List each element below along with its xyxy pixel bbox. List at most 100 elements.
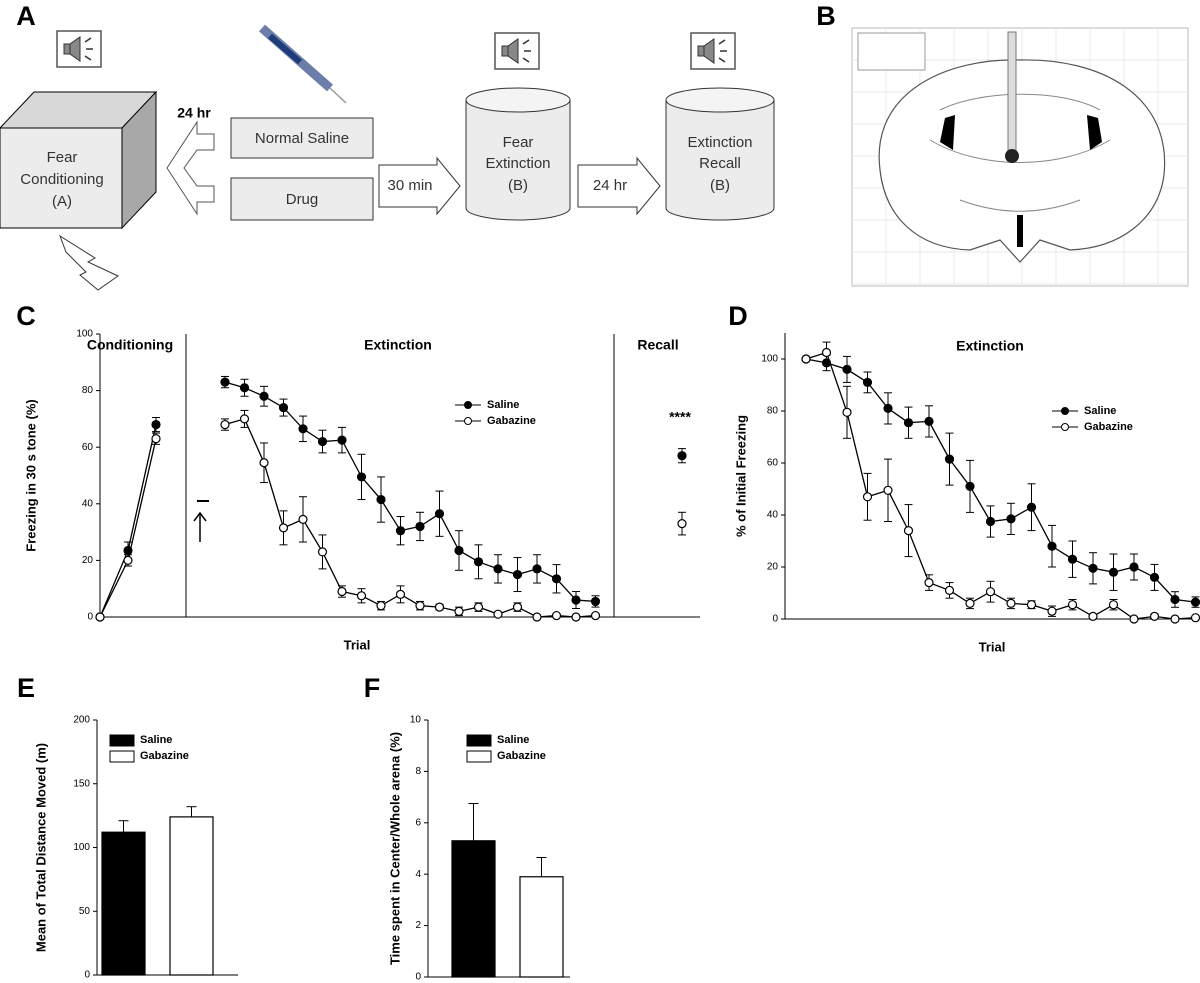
- y-tick-label: 2: [415, 920, 421, 931]
- data-point: [821, 358, 832, 368]
- y-tick-label: 80: [767, 406, 779, 417]
- panel-label: F: [364, 673, 381, 703]
- y-tick-label: 6: [415, 817, 421, 828]
- box-text: Normal Saline: [255, 130, 349, 147]
- box-text: Extinction: [687, 134, 752, 151]
- data-point: [1006, 598, 1016, 609]
- y-tick-label: 0: [415, 972, 421, 983]
- error-bar: [536, 856, 547, 877]
- panel-label: C: [16, 301, 36, 331]
- legend-marker: [464, 401, 472, 409]
- legend-label: Gabazine: [497, 750, 546, 762]
- box-text: Drug: [286, 191, 319, 208]
- y-tick-label: 8: [415, 766, 421, 777]
- box-text: Conditioning: [20, 171, 103, 188]
- treatment-box: [230, 117, 374, 159]
- data-point: [337, 586, 347, 597]
- data-point: [1129, 614, 1139, 624]
- data-point: [1108, 600, 1119, 610]
- data-point: [862, 377, 873, 387]
- data-point: [1067, 554, 1078, 564]
- data-point: [985, 587, 996, 597]
- data-point: [590, 610, 601, 621]
- y-tick-label: 200: [73, 715, 90, 726]
- data-point: [395, 526, 406, 536]
- bar: [519, 876, 564, 978]
- tone-icon: [690, 32, 736, 70]
- data-point: [903, 418, 914, 428]
- data-point: [1067, 600, 1078, 610]
- data-point: [454, 545, 464, 556]
- data-point: [123, 545, 133, 556]
- legend-swatch: [466, 750, 492, 763]
- delay-label: 24 hr: [593, 177, 627, 194]
- y-tick-label: 20: [82, 555, 94, 566]
- box-text: Recall: [699, 155, 741, 172]
- data-point: [151, 419, 161, 430]
- context-cylinder: [665, 100, 775, 221]
- data-point: [842, 407, 852, 417]
- error-bar: [186, 806, 197, 817]
- section-title: Recall: [637, 337, 678, 353]
- data-point: [220, 377, 230, 387]
- data-point: [239, 383, 250, 393]
- data-point: [1088, 611, 1098, 622]
- markers: [95, 377, 687, 622]
- significance: ****: [669, 409, 691, 425]
- data-point: [1129, 562, 1139, 572]
- y-tick-label: 0: [772, 614, 778, 625]
- error-bars: [96, 375, 686, 619]
- brain-atlas: [851, 27, 1189, 287]
- y-tick-label: 0: [84, 970, 90, 981]
- legend-label: Gabazine: [1084, 421, 1133, 433]
- data-point: [434, 509, 445, 519]
- y-axis-label: Freezing in 30 s tone (%): [23, 399, 38, 551]
- bar: [451, 840, 496, 978]
- data-point: [677, 451, 687, 461]
- data-point: [1190, 597, 1200, 607]
- data-point: [883, 403, 893, 413]
- error-bar: [468, 803, 479, 841]
- data-point: [842, 364, 852, 374]
- bar: [169, 816, 214, 976]
- data-point: [1170, 594, 1180, 605]
- chart: 0 20 40 60 80 100 % of Initial Freezing Trial Ex…: [733, 333, 1200, 654]
- delay-label: 30 min: [387, 177, 432, 194]
- cannula: [1007, 31, 1017, 153]
- context-cylinder: [465, 100, 571, 221]
- delay-label: 24 hr: [177, 105, 211, 121]
- data-point: [903, 525, 914, 536]
- cylinder-top: [465, 87, 571, 113]
- data-point: [317, 436, 328, 447]
- tone-icon: [494, 32, 540, 70]
- error-bar: [118, 820, 129, 833]
- data-point: [1088, 563, 1098, 573]
- data-point: [317, 547, 328, 557]
- y-tick-label: 40: [82, 498, 94, 509]
- data-point: [376, 601, 386, 611]
- injection-site: [1005, 149, 1019, 163]
- y-axis-label: Time spent in Center/Whole arena (%): [387, 732, 402, 965]
- treatment-box: [230, 177, 374, 221]
- y-tick-label: 80: [82, 385, 94, 396]
- injection-arrow-head: [193, 511, 207, 522]
- y-tick-label: 0: [87, 612, 93, 623]
- data-point: [298, 424, 308, 434]
- data-point: [1026, 502, 1037, 512]
- panel-label: A: [16, 1, 36, 31]
- data-point: [883, 485, 893, 495]
- data-point: [493, 564, 503, 574]
- shock-icon: [59, 234, 119, 291]
- legend-label: Saline: [1084, 405, 1116, 417]
- atlas-inset: [857, 32, 926, 71]
- data-point: [821, 347, 832, 358]
- transfer-arrow: [166, 120, 215, 216]
- data-point: [376, 494, 386, 505]
- data-point: [123, 555, 133, 566]
- series-line: [224, 418, 596, 618]
- data-point: [278, 523, 289, 533]
- data-point: [337, 435, 347, 445]
- data-point: [356, 472, 367, 482]
- panel-label: B: [816, 1, 836, 31]
- data-point: [278, 402, 289, 413]
